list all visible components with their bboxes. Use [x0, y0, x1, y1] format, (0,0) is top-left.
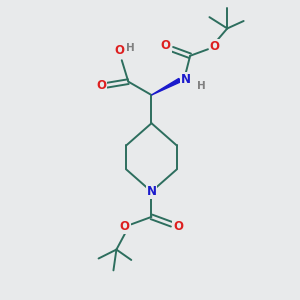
Text: N: N — [181, 73, 191, 86]
Text: O: O — [114, 44, 124, 57]
Polygon shape — [152, 78, 181, 95]
Text: O: O — [209, 40, 220, 53]
Text: O: O — [120, 220, 130, 233]
Text: O: O — [161, 39, 171, 52]
Text: H: H — [126, 43, 135, 53]
Text: N: N — [146, 185, 157, 198]
Text: O: O — [173, 220, 183, 233]
Text: O: O — [97, 79, 106, 92]
Text: H: H — [197, 80, 206, 91]
